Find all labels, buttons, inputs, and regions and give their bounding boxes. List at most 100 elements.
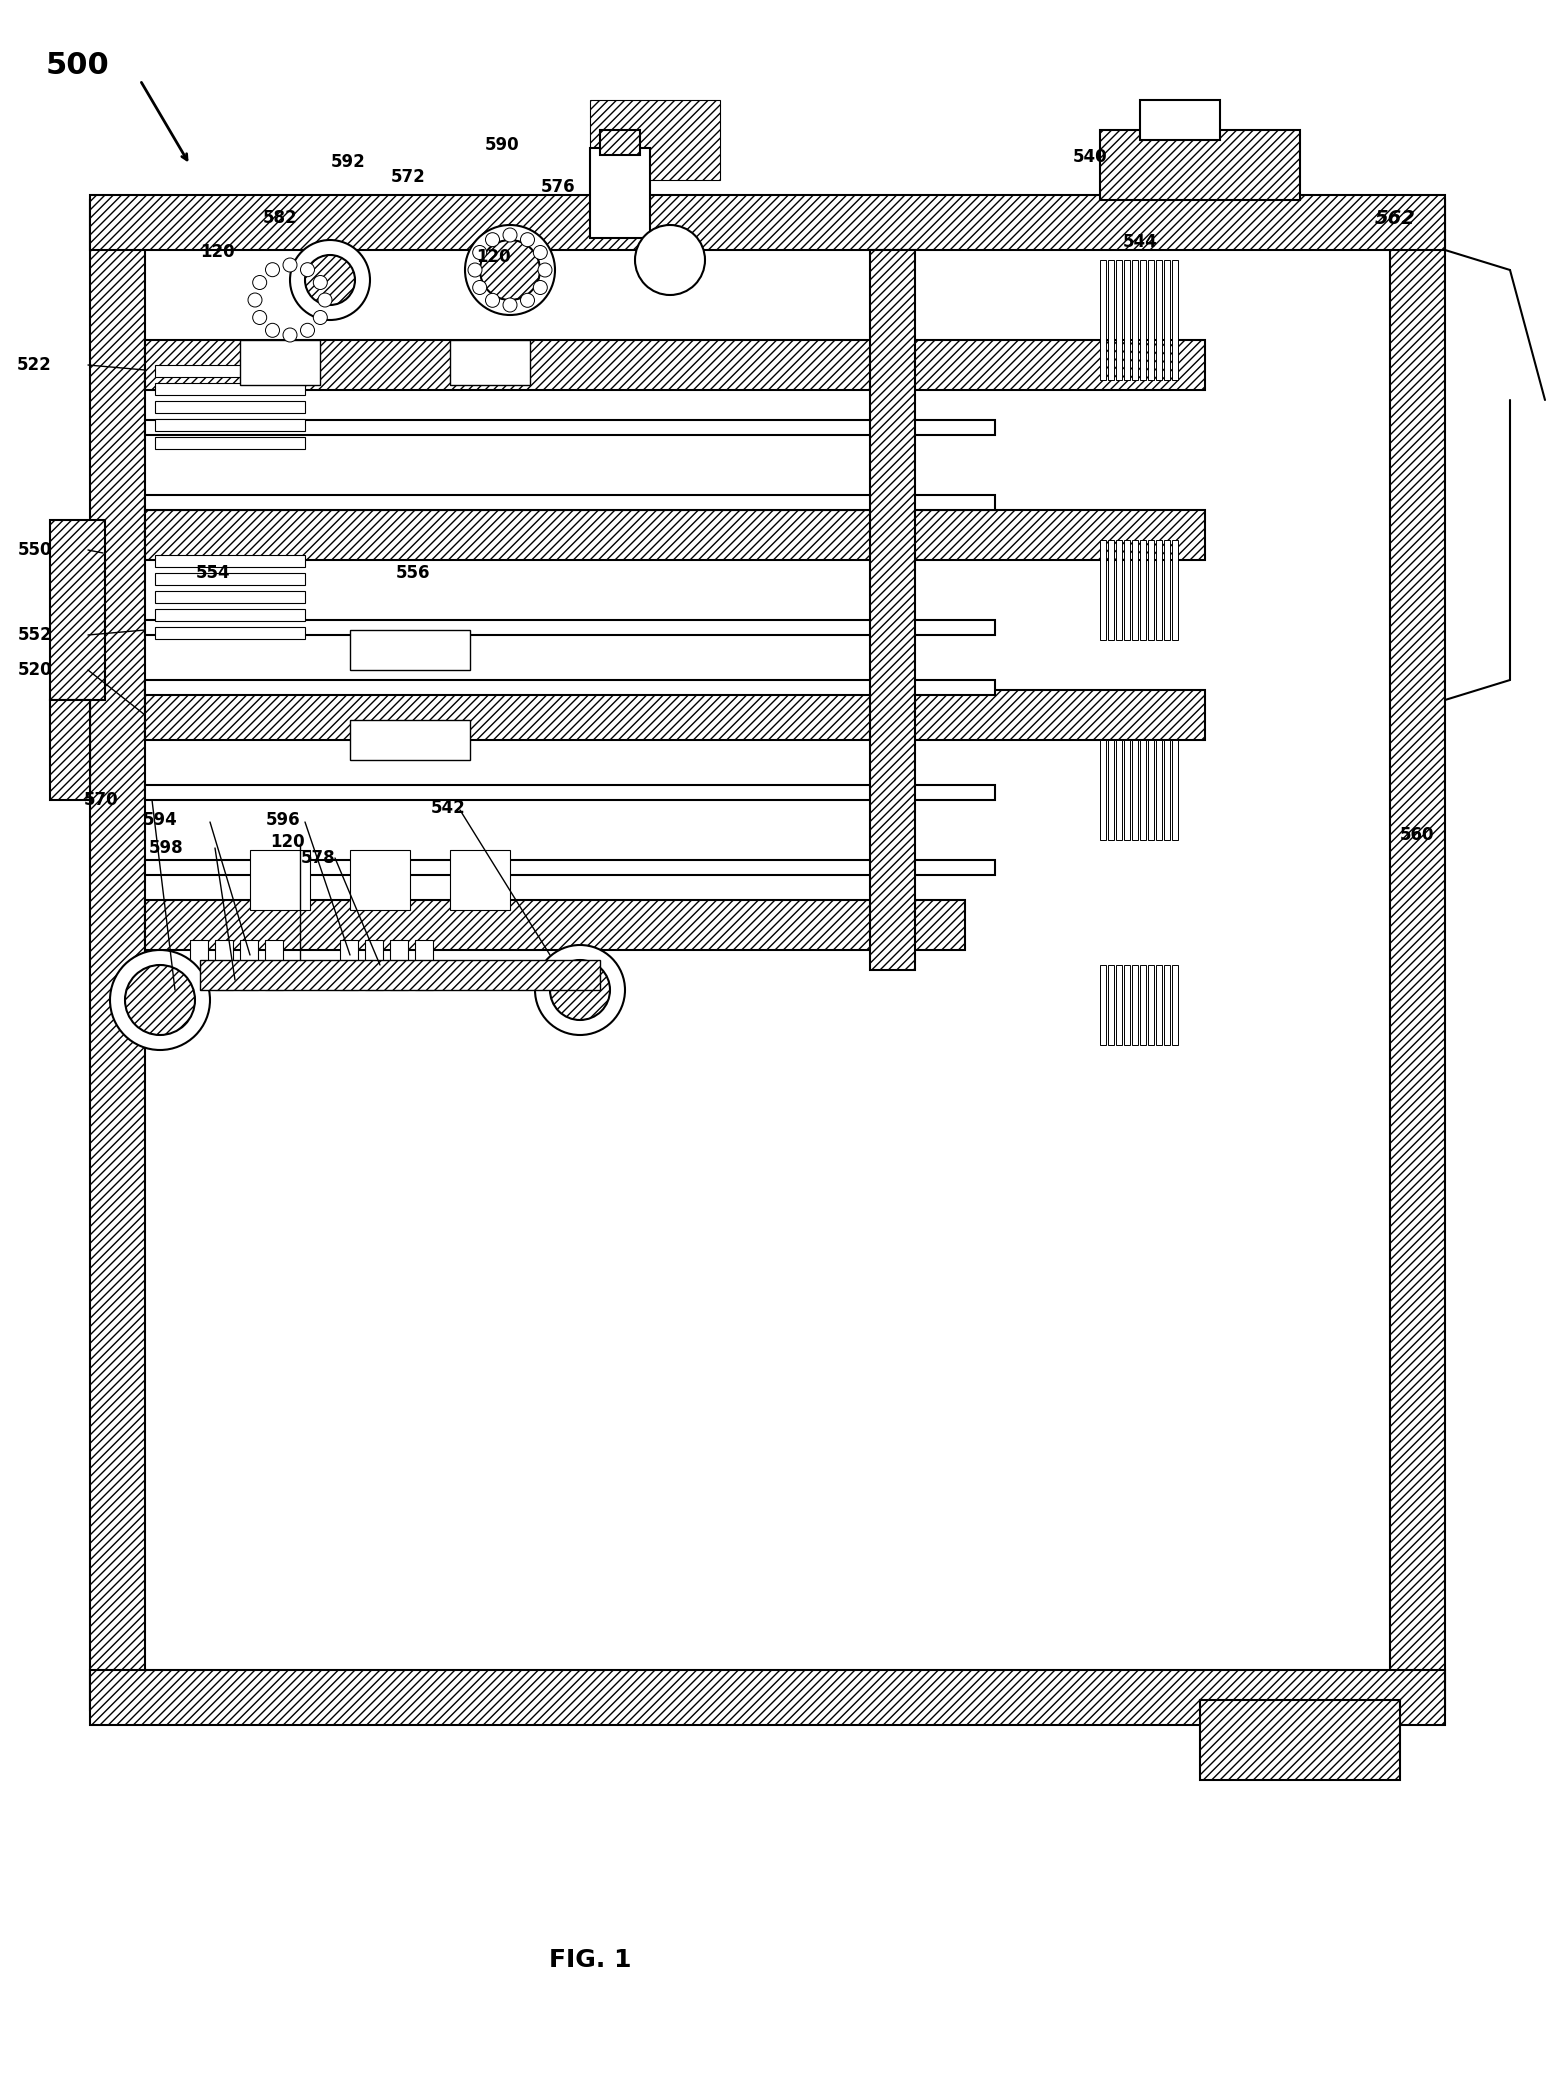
- Text: 592: 592: [330, 153, 365, 170]
- Bar: [1172, 259, 1178, 379]
- Bar: [1139, 100, 1221, 141]
- Circle shape: [465, 226, 556, 315]
- Bar: [1108, 539, 1114, 641]
- Bar: [1124, 966, 1130, 1045]
- Circle shape: [473, 280, 487, 294]
- Circle shape: [502, 299, 516, 313]
- Circle shape: [534, 280, 548, 294]
- Text: 596: 596: [266, 811, 300, 829]
- Bar: [1100, 966, 1106, 1045]
- Bar: [1108, 259, 1114, 379]
- Bar: [351, 630, 470, 670]
- Bar: [1164, 539, 1171, 641]
- Bar: [91, 1671, 1444, 1725]
- Bar: [1149, 259, 1153, 379]
- Text: 598: 598: [149, 840, 183, 856]
- Bar: [155, 556, 305, 568]
- Circle shape: [485, 292, 499, 307]
- Bar: [1157, 966, 1161, 1045]
- Text: 554: 554: [196, 564, 230, 583]
- Bar: [1172, 966, 1178, 1045]
- Circle shape: [480, 240, 540, 301]
- Bar: [1164, 259, 1171, 379]
- Circle shape: [125, 966, 196, 1034]
- Bar: [1157, 259, 1161, 379]
- Bar: [1149, 539, 1153, 641]
- Bar: [189, 939, 208, 991]
- Bar: [599, 131, 640, 155]
- Bar: [590, 100, 720, 180]
- Bar: [1139, 259, 1146, 379]
- Circle shape: [110, 949, 210, 1051]
- Bar: [155, 626, 305, 638]
- Bar: [264, 939, 283, 991]
- Circle shape: [252, 311, 266, 325]
- Bar: [1116, 259, 1122, 379]
- Bar: [1124, 740, 1130, 840]
- Bar: [1116, 539, 1122, 641]
- Text: 578: 578: [300, 850, 335, 867]
- Text: 594: 594: [144, 811, 178, 829]
- Bar: [870, 251, 916, 970]
- Text: 544: 544: [1122, 232, 1158, 251]
- Bar: [146, 690, 1205, 740]
- Text: 120: 120: [271, 833, 305, 852]
- Circle shape: [305, 255, 355, 305]
- Bar: [1116, 966, 1122, 1045]
- Circle shape: [468, 263, 482, 278]
- Bar: [155, 365, 305, 377]
- Bar: [340, 939, 358, 991]
- Text: 582: 582: [263, 209, 297, 228]
- Bar: [200, 960, 599, 991]
- Text: 560: 560: [1401, 825, 1435, 844]
- Bar: [146, 620, 995, 634]
- Text: 540: 540: [1072, 147, 1108, 166]
- Bar: [91, 195, 1444, 251]
- Bar: [146, 900, 966, 949]
- Circle shape: [473, 245, 487, 259]
- Bar: [146, 495, 995, 510]
- Text: 500: 500: [45, 50, 110, 79]
- Bar: [1100, 539, 1106, 641]
- Text: 576: 576: [540, 178, 576, 197]
- Circle shape: [283, 328, 297, 342]
- Bar: [1390, 199, 1444, 1710]
- Text: 542: 542: [430, 798, 465, 817]
- Circle shape: [485, 232, 499, 247]
- Bar: [1131, 539, 1138, 641]
- Bar: [146, 340, 1205, 390]
- Text: 572: 572: [391, 168, 426, 187]
- Circle shape: [635, 226, 704, 294]
- Circle shape: [521, 232, 535, 247]
- Circle shape: [247, 292, 261, 307]
- Bar: [146, 860, 995, 875]
- Circle shape: [283, 257, 297, 272]
- Bar: [390, 939, 408, 991]
- Bar: [155, 591, 305, 603]
- Bar: [239, 340, 319, 386]
- Bar: [91, 199, 146, 1710]
- Bar: [214, 939, 233, 991]
- Bar: [146, 680, 995, 694]
- Bar: [250, 850, 310, 910]
- Text: 522: 522: [17, 357, 52, 373]
- Text: 562: 562: [1374, 209, 1415, 228]
- Bar: [1164, 966, 1171, 1045]
- Bar: [1124, 539, 1130, 641]
- Circle shape: [313, 311, 327, 325]
- Circle shape: [318, 292, 332, 307]
- Bar: [155, 572, 305, 585]
- Bar: [1172, 539, 1178, 641]
- Bar: [415, 939, 434, 991]
- Bar: [155, 437, 305, 450]
- Bar: [1149, 966, 1153, 1045]
- Bar: [1139, 539, 1146, 641]
- Bar: [1108, 966, 1114, 1045]
- Bar: [155, 384, 305, 396]
- Bar: [146, 421, 995, 435]
- Circle shape: [266, 263, 280, 276]
- Bar: [1149, 740, 1153, 840]
- Text: 120: 120: [200, 243, 235, 261]
- Bar: [451, 850, 510, 910]
- Bar: [155, 609, 305, 622]
